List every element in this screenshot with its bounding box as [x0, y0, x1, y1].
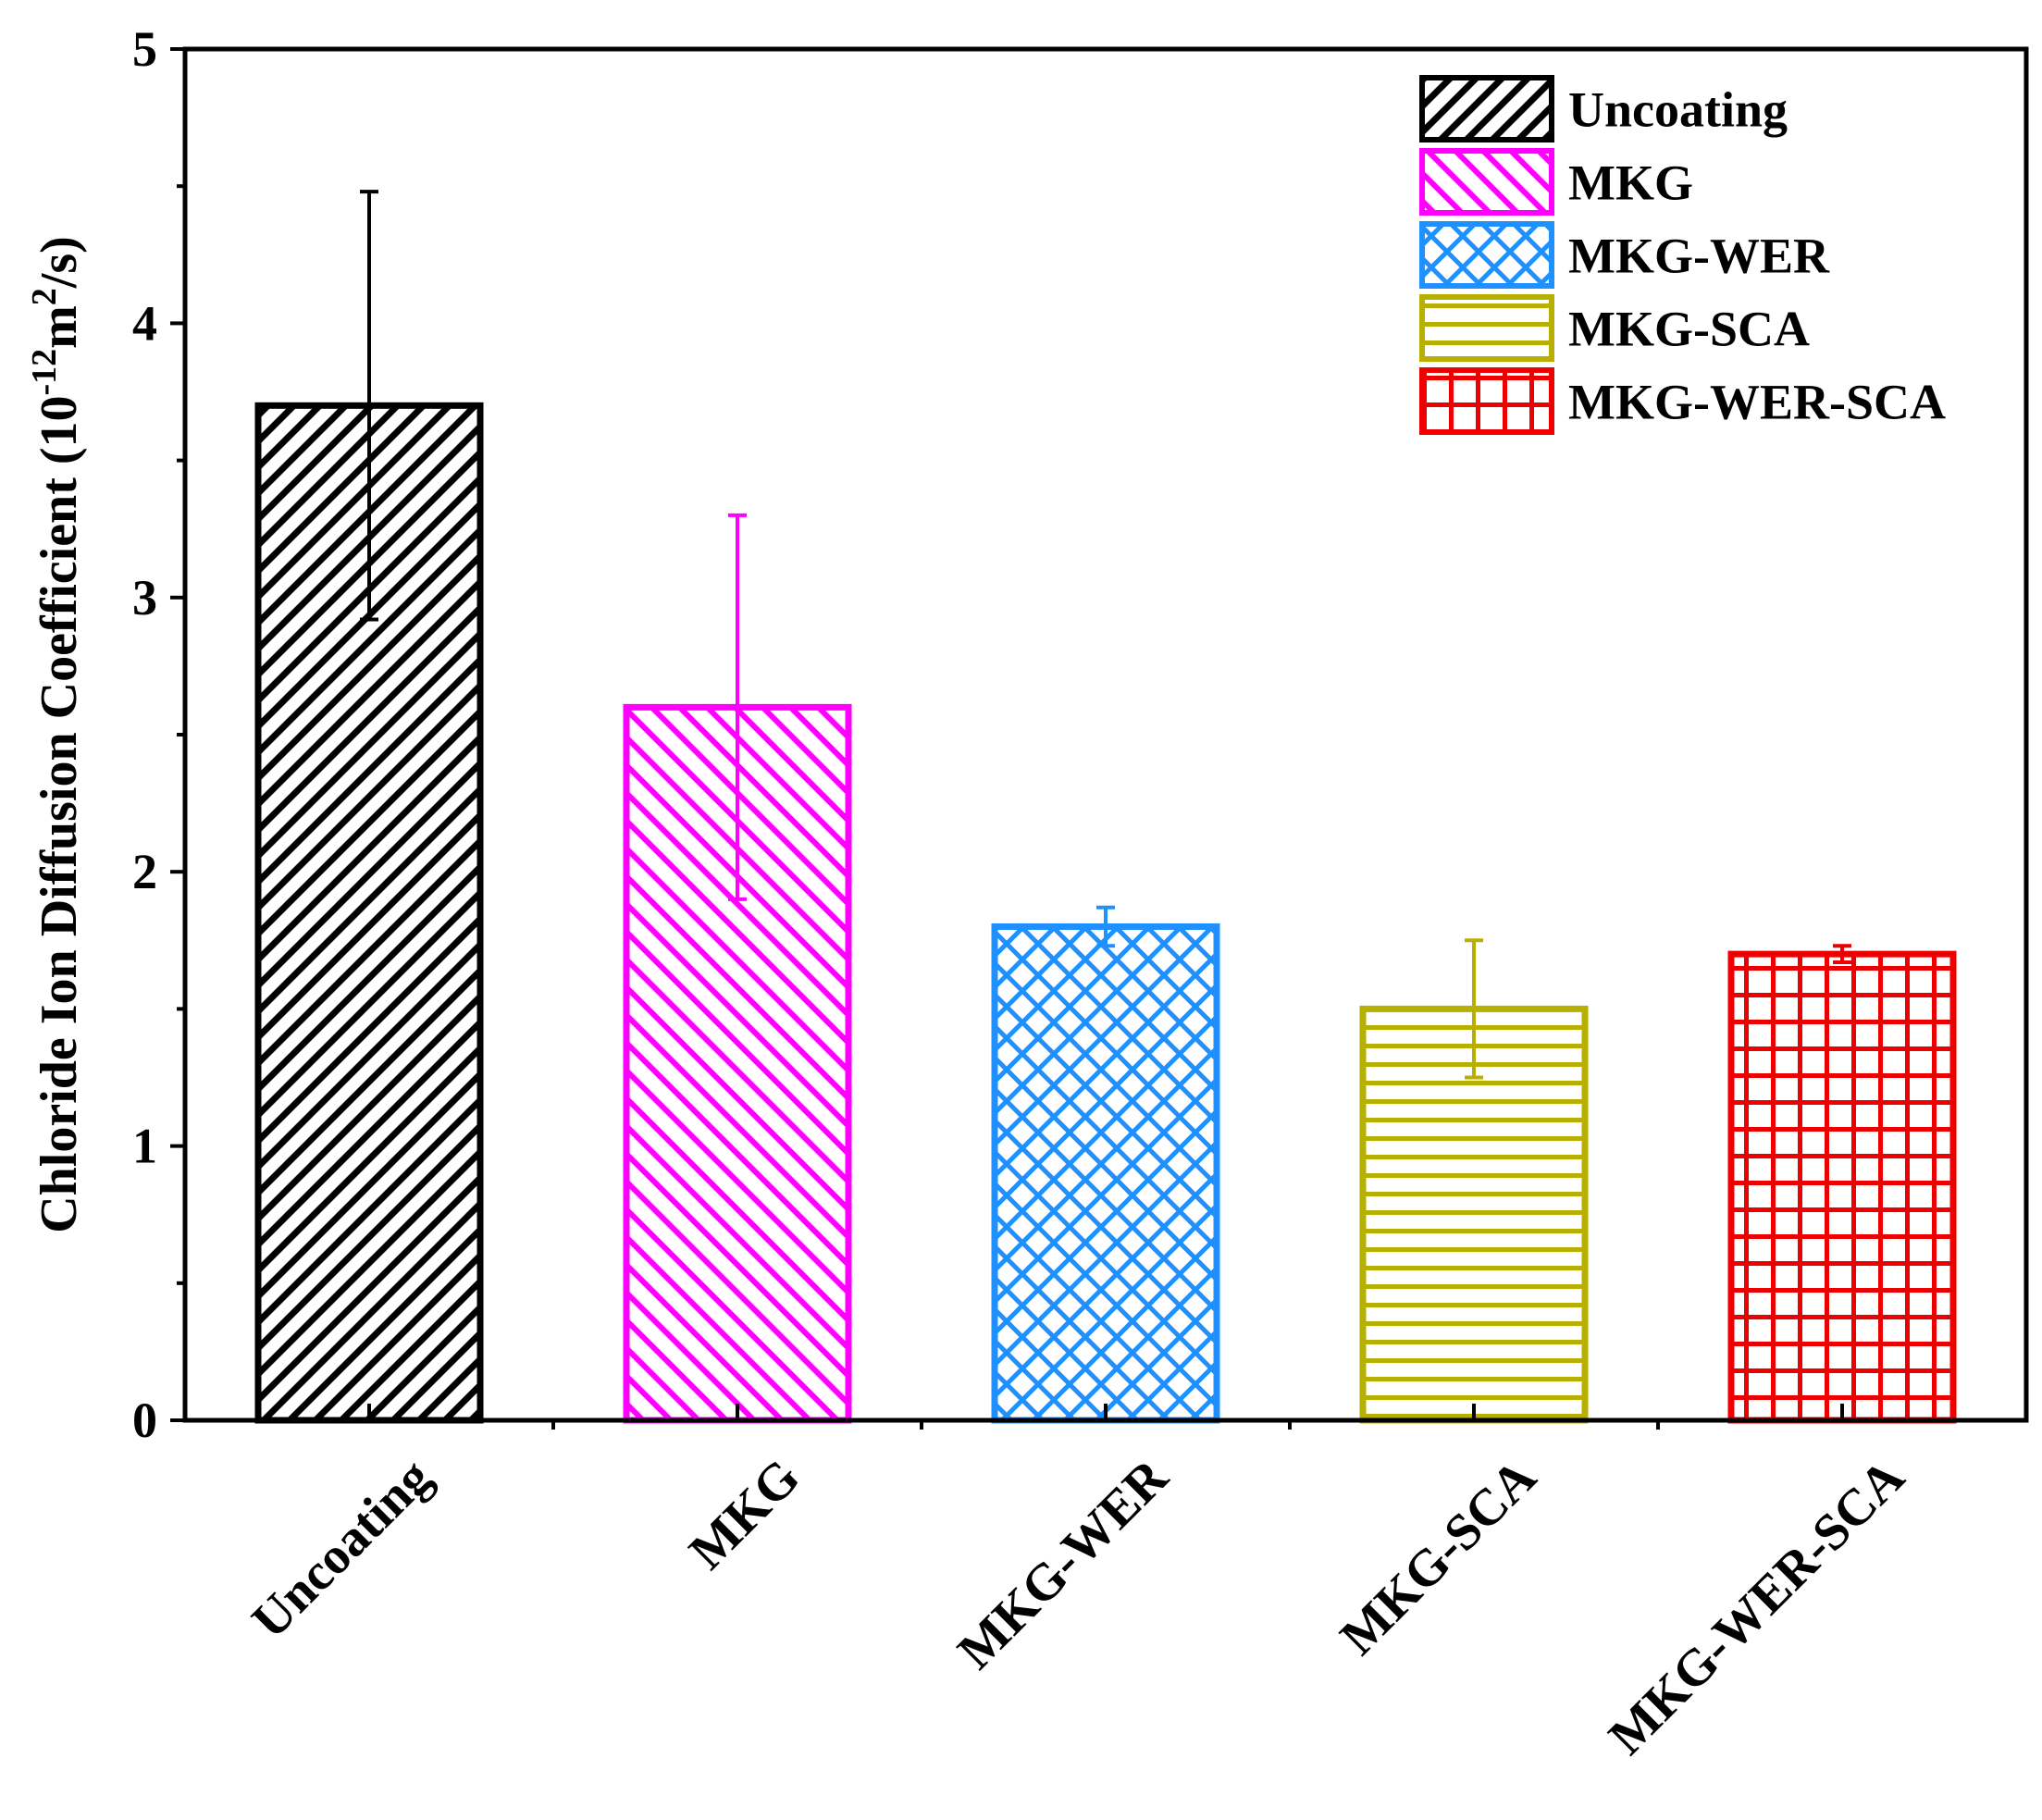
x-tick-label: MKG-WER: [947, 1448, 1180, 1680]
x-tick-label: MKG-WER-SCA: [1598, 1448, 1915, 1765]
legend-swatch: [1419, 221, 1554, 289]
legend: Uncoating MKG MKG-WER MKG-SCA MKG-WER-SCA: [1419, 75, 1946, 435]
legend-label: MKG-WER-SCA: [1568, 375, 1946, 430]
bar-mkg-wer: [991, 922, 1220, 1424]
legend-swatch: [1419, 75, 1554, 142]
y-axis-label-main: Chloride Ion Diffusion Coefficient (10: [31, 396, 88, 1233]
y-tick-label: 0: [132, 1393, 157, 1448]
x-tick-label: Uncoating: [241, 1448, 443, 1650]
legend-label: MKG-SCA: [1568, 302, 1810, 357]
legend-swatch: [1419, 294, 1554, 362]
y-axis-label-sup: -12: [25, 349, 64, 396]
bar-mkg-wer-sca: [1727, 950, 1957, 1424]
y-axis-label-sup2: 2: [25, 288, 64, 305]
legend-label: MKG-WER: [1568, 229, 1830, 284]
y-tick-label: 4: [132, 295, 157, 351]
y-tick-label: 2: [132, 844, 157, 899]
y-tick-label: 3: [132, 570, 157, 625]
legend-label: Uncoating: [1568, 82, 1788, 138]
x-tick-label: MKG: [678, 1448, 811, 1580]
y-tick-label: 5: [132, 21, 157, 77]
y-axis-label-mid: m: [31, 305, 88, 349]
x-tick-label: MKG-SCA: [1330, 1448, 1548, 1666]
y-axis-label-end: /s): [31, 236, 88, 289]
y-tick-label: 1: [132, 1119, 157, 1174]
legend-label: MKG: [1568, 155, 1693, 211]
y-axis-label: Chloride Ion Diffusion Coefficient (10-1…: [25, 236, 88, 1233]
legend-swatch: [1419, 367, 1554, 435]
legend-swatch: [1419, 148, 1554, 216]
